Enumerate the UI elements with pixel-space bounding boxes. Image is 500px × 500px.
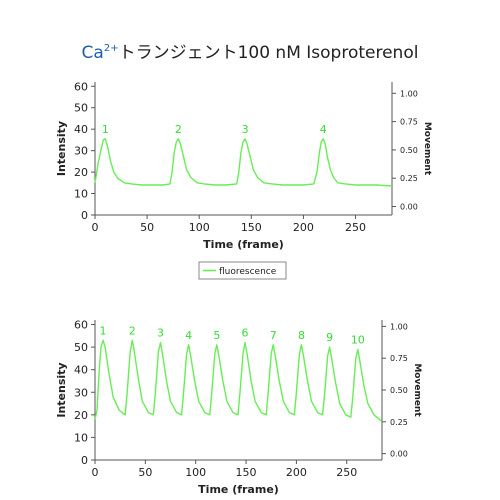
chart1-y-tick-label: 60 (74, 80, 88, 93)
title-ca: Ca (81, 43, 104, 63)
chart1-x-tick-label: 100 (189, 221, 210, 234)
chart1-series-line-fluorescence (94, 138, 393, 187)
chart2-y-tick-label: 40 (74, 364, 88, 377)
chart2-y2-tick-label: 0.00 (390, 450, 408, 459)
chart1-y-tick-label: 10 (74, 188, 88, 201)
chart2-y-axis-label: Intensity (55, 362, 68, 417)
chart2-y2-axis-label: Movement (412, 363, 422, 417)
chart1-y-tick-label: 30 (74, 145, 88, 158)
chart1-y-tick-label: 50 (74, 102, 88, 115)
title-rest: トランジェント100 nM Isoproterenol (118, 43, 419, 63)
chart1-y-tick-label: 40 (74, 123, 88, 136)
chart2-x-tick-label: 250 (336, 466, 357, 479)
title-charge: 2+ (103, 43, 119, 54)
chart2-y-tick-label: 30 (74, 386, 88, 399)
chart1-y2-tick-label: 0.25 (400, 174, 418, 183)
chart2-y2-tick-label: 0.75 (390, 354, 408, 363)
chart2-x-axis-label: Time (frame) (198, 483, 279, 496)
chart1-y2-tick-label: 0.75 (400, 118, 418, 127)
chart1-x-tick-label: 50 (140, 221, 154, 234)
chart1-legend-label: fluorescence (219, 267, 277, 277)
chart2-x-tick-label: 150 (236, 466, 257, 479)
chart2-x-tick-label: 100 (185, 466, 206, 479)
chart2-y-tick-label: 50 (74, 341, 88, 354)
chart1-peak-label: 1 (102, 123, 109, 136)
chart1-peak-label: 3 (242, 123, 249, 136)
chart1-y2-axis-label: Movement (422, 122, 432, 176)
chart2-peak-label: 10 (351, 333, 365, 346)
chart2-y2-tick-label: 0.50 (390, 386, 408, 395)
chart1-x-axis-label: Time (frame) (203, 238, 284, 251)
chart1-y-tick-label: 20 (74, 166, 88, 179)
chart1-legend-box (198, 261, 287, 280)
chart1-y-tick-label: 0 (81, 209, 88, 222)
chart1-x-tick-label: 250 (345, 221, 366, 234)
chart1-y2-tick-label: 0.00 (400, 203, 418, 212)
chart1-peak-label: 4 (320, 123, 327, 136)
chart2-peak-label: 7 (270, 329, 277, 342)
chart2-y-tick-label: 20 (74, 409, 88, 422)
chart2-x-tick-label: 0 (92, 466, 99, 479)
chart2-peak-label: 4 (185, 329, 192, 342)
chart1-x-tick-label: 0 (92, 221, 99, 234)
chart2-y-tick-label: 60 (74, 319, 88, 332)
chart2-y-tick-label: 10 (74, 431, 88, 444)
chart2-peak-label: 9 (326, 331, 333, 344)
chart1-peak-label: 2 (175, 123, 182, 136)
chart2-x-tick-label: 200 (286, 466, 307, 479)
chart1-y2-tick-label: 0.50 (400, 146, 418, 155)
chart1-y2-tick-label: 1.00 (400, 89, 418, 98)
chart2-y-tick-label: 0 (81, 454, 88, 467)
chart2-peak-label: 8 (298, 329, 305, 342)
chart2-peak-label: 3 (157, 327, 164, 340)
chart2-y2-tick-label: 0.25 (390, 418, 408, 427)
chart1-x-tick-label: 150 (241, 221, 262, 234)
chart1-x-tick-label: 200 (293, 221, 314, 234)
chart2-peak-label: 6 (242, 327, 249, 340)
figure-title: Ca2+トランジェント100 nM Isoproterenol (0, 38, 500, 63)
chart2-peak-label: 1 (100, 324, 107, 337)
chart2-series-line-fluorescence (94, 339, 383, 423)
chart2-peak-label: 5 (213, 329, 220, 342)
chart2-x-tick-label: 50 (138, 466, 152, 479)
chart2-peak-label: 2 (129, 324, 136, 337)
chart2-y2-tick-label: 1.00 (390, 322, 408, 331)
chart1-y-axis-label: Intensity (55, 121, 68, 176)
